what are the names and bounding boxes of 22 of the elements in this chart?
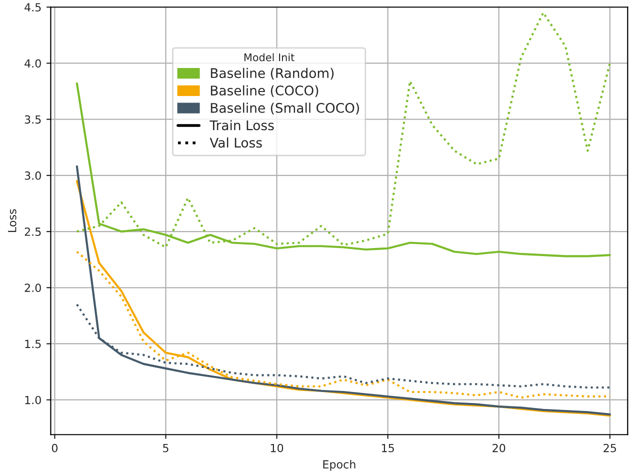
x-axis-title: Epoch — [323, 460, 356, 471]
x-tick-label: 25 — [604, 444, 616, 452]
y-tick-label: 1.0 — [25, 396, 41, 404]
y-tick-label: 4.5 — [24, 3, 41, 12]
y-tick-label: 2.0 — [24, 284, 41, 292]
legend-label: Baseline (Random) — [210, 68, 334, 80]
y-axis-title: Loss — [8, 209, 16, 232]
x-tick-label: 20 — [492, 444, 506, 452]
x-tick-label: 10 — [270, 444, 284, 452]
legend-label: Baseline (COCO) — [210, 85, 318, 98]
y-tick-label: 1.5 — [25, 340, 41, 348]
x-tick-label: 0 — [52, 444, 58, 452]
annotation: Train Loss — [210, 120, 274, 130]
legend-label: Baseline (Small COCO) — [210, 102, 359, 114]
legend-title: Model Init — [244, 53, 294, 62]
y-tick-label: 3.5 — [24, 115, 41, 124]
annotation: Val Loss — [210, 137, 262, 148]
x-tick-label: 15 — [382, 444, 394, 452]
y-tick-label: 4.0 — [24, 59, 41, 68]
y-tick-label: 3.0 — [24, 171, 41, 180]
y-tick-label: 2.5 — [24, 228, 41, 236]
x-tick-label: 5 — [163, 444, 168, 452]
